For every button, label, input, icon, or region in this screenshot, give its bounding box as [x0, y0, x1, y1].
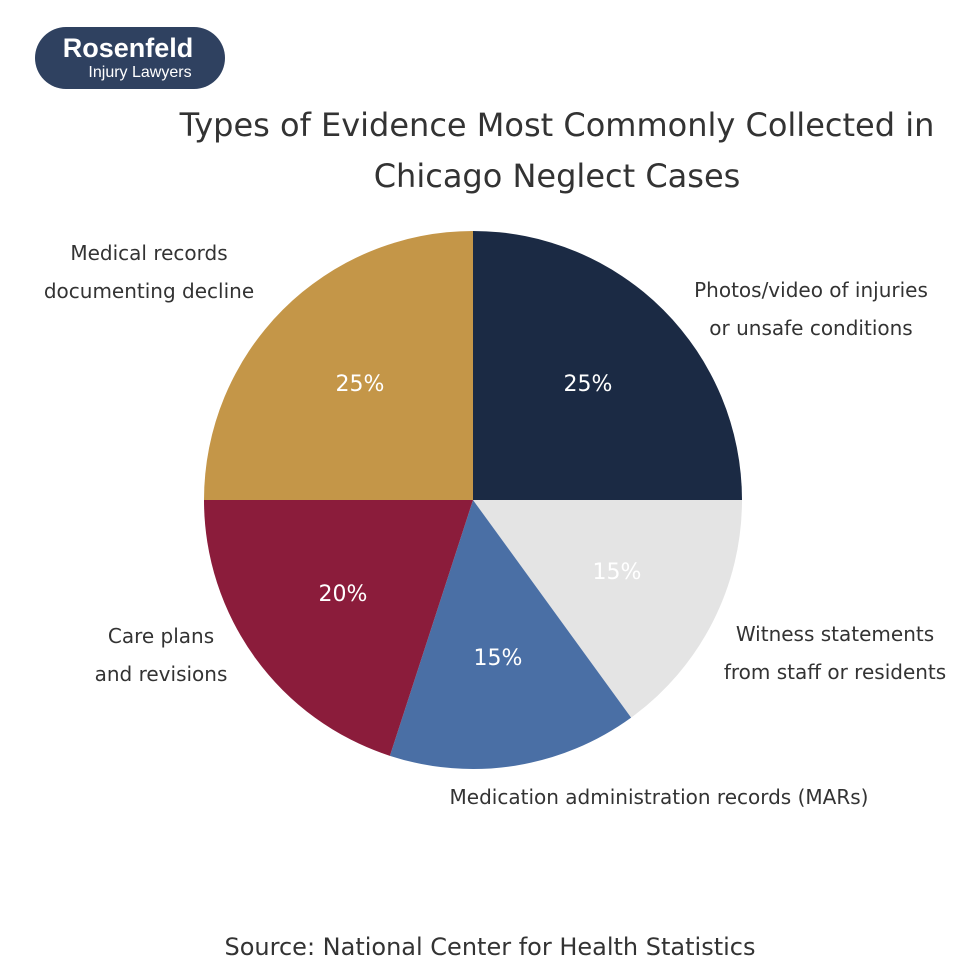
slice-label: Medication administration records (MARs): [450, 785, 869, 809]
pie-slice: [473, 231, 742, 500]
chart-title: Types of Evidence Most Commonly Collecte…: [179, 106, 935, 195]
slice-label: Witness statements from staff or resident…: [724, 622, 946, 684]
value-label: 25%: [336, 372, 385, 397]
value-label: 20%: [319, 582, 368, 607]
pie-slice: [389, 500, 632, 769]
slice-label: Medical records documenting decline: [44, 241, 254, 303]
source: Source: National Center for Health Stati…: [225, 933, 756, 961]
value-label: 25%: [564, 372, 613, 397]
logo-badge: [35, 27, 225, 89]
value-label: 15%: [593, 560, 642, 585]
logo-tagline: Injury Lawyers: [88, 64, 191, 81]
pie-slice: [204, 231, 473, 500]
logo-name: Rosenfeld: [63, 33, 194, 63]
slice-label: Photos/video of injuries or unsafe condit…: [694, 278, 928, 340]
pie-slice: [204, 500, 473, 756]
pie-slice: [473, 500, 742, 718]
slice-label: Care plans and revisions: [95, 624, 228, 686]
value-label: 15%: [474, 646, 523, 671]
